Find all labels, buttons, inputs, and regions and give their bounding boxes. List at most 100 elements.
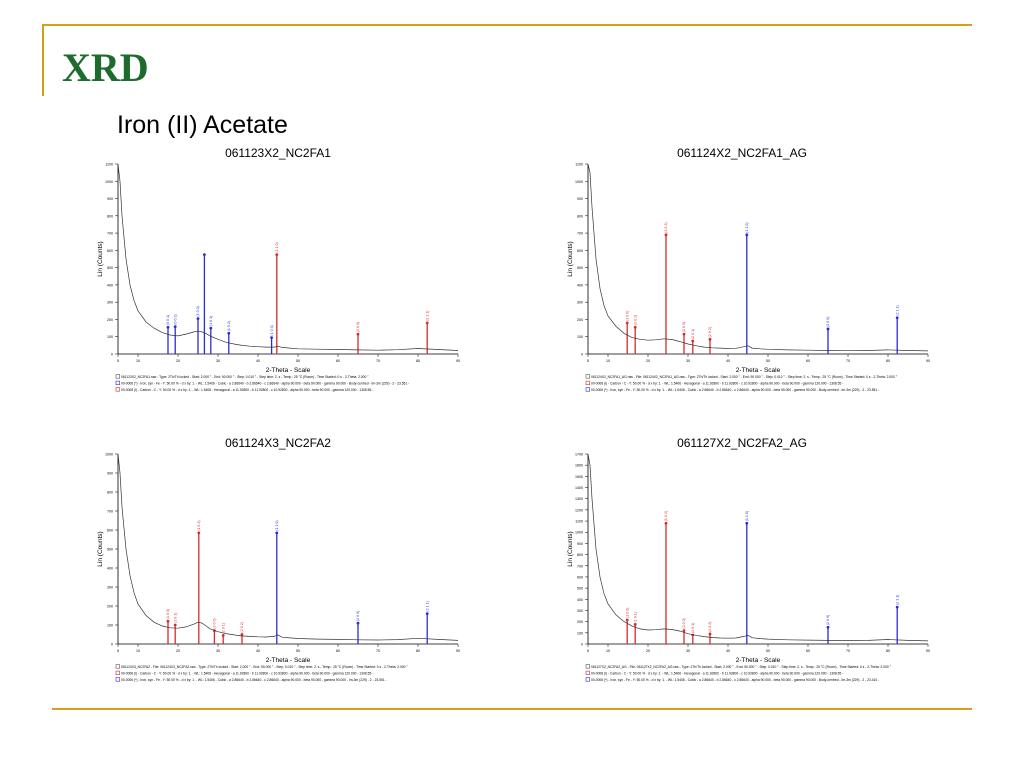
reference-peak-label: (1 0 3) xyxy=(270,325,274,335)
legend-swatch xyxy=(115,374,120,379)
y-tick-label: 800 xyxy=(107,491,113,495)
legend-entry: 00-0008 (I) - Carbon - C - Y: 50.00 % - … xyxy=(591,382,843,386)
reference-peak-label: (1 0 1) xyxy=(209,316,213,326)
legend-swatch xyxy=(115,677,120,682)
legend-swatch xyxy=(585,670,590,676)
xrd-chart-1: 0 100 200 300 400 500 600 700 800 900 1000 1100 5 10 2… xyxy=(97,163,460,393)
reference-peak-label: (1 0 1) xyxy=(633,315,637,325)
x-tick-label: 70 xyxy=(846,359,850,363)
y-tick-label: 500 xyxy=(577,266,583,270)
reference-peak-label: (0 0 1) xyxy=(166,315,170,325)
diffraction-trace xyxy=(117,163,459,351)
reference-peak-marker xyxy=(240,633,244,636)
reference-peak-marker xyxy=(708,337,712,341)
reference-peak-marker xyxy=(196,317,200,320)
y-tick-label: 500 xyxy=(577,587,583,591)
reference-peak-marker xyxy=(209,326,213,330)
x-axis-label: 2-Theta - Scale xyxy=(266,367,311,374)
y-tick-label: 100 xyxy=(577,335,583,339)
reference-peak-label: (1 0 2) xyxy=(664,511,668,521)
reference-peak-marker xyxy=(425,612,429,615)
x-tick-label: 10 xyxy=(136,359,140,363)
legend-swatch xyxy=(115,670,120,676)
y-axis-label: Lin (Counts) xyxy=(97,531,104,566)
x-tick-label: 50 xyxy=(766,649,770,653)
bottom-rule xyxy=(52,708,972,710)
reference-peak-marker xyxy=(664,521,668,525)
reference-peak-marker xyxy=(826,327,830,331)
y-tick-label: 300 xyxy=(107,301,113,305)
y-tick-label: 700 xyxy=(577,232,583,236)
reference-peak-marker xyxy=(356,621,360,625)
legend-swatch xyxy=(585,380,590,386)
reference-peak-label: (1 0 0) xyxy=(625,608,629,618)
y-tick-label: 1400 xyxy=(575,486,583,490)
y-tick-label: 600 xyxy=(107,249,113,253)
reference-peak-marker xyxy=(691,339,695,343)
x-axis-label: 2-Theta - Scale xyxy=(736,657,781,664)
x-tick-label: 40 xyxy=(256,649,260,653)
reference-peak-marker xyxy=(227,331,231,335)
y-tick-label: 1000 xyxy=(575,180,583,184)
y-tick-label: 800 xyxy=(577,214,583,218)
reference-peak-marker xyxy=(166,619,170,623)
reference-peak-marker xyxy=(173,623,177,627)
x-tick-label: 10 xyxy=(606,649,610,653)
y-tick-label: 200 xyxy=(107,605,113,609)
reference-peak-label: (2 0 0) xyxy=(356,322,360,332)
y-tick-label: 0 xyxy=(581,353,583,357)
y-tick-label: 1600 xyxy=(575,464,583,468)
x-tick-label: 80 xyxy=(886,649,890,653)
legend-swatch xyxy=(115,380,120,386)
x-tick-label: 40 xyxy=(726,649,730,653)
legend-swatch xyxy=(585,374,590,379)
x-tick-label: 90 xyxy=(456,359,460,363)
reference-peak-label: (2 0 0) xyxy=(356,611,360,621)
reference-peak-marker xyxy=(625,321,629,325)
x-tick-label: 80 xyxy=(416,359,420,363)
reference-peak-marker xyxy=(745,233,749,237)
reference-peak-label: (2 0 0) xyxy=(682,322,686,332)
x-tick-label: 20 xyxy=(176,359,180,363)
reference-peak-marker xyxy=(425,321,429,325)
y-tick-label: 200 xyxy=(577,318,583,322)
reference-peak-label: (1 1 0) xyxy=(275,242,279,252)
reference-peak-label: (2 1 1) xyxy=(425,601,429,611)
reference-peak-marker xyxy=(275,253,279,257)
x-tick-label: 70 xyxy=(376,649,380,653)
y-tick-label: 0 xyxy=(581,643,583,647)
x-tick-label: 30 xyxy=(216,649,220,653)
legend-entry: 061124X3_NC2FA2 - File: 061124X3_NC2FA2.… xyxy=(121,665,408,669)
reference-peak-marker xyxy=(633,325,637,329)
reference-peak-marker xyxy=(633,623,637,626)
y-tick-label: 900 xyxy=(107,472,113,476)
diffraction-trace xyxy=(587,163,929,352)
xrd-chart-4: 0 100 200 300 400 500 600 700 800 900 1000 1100 1200… xyxy=(567,453,930,683)
y-tick-label: 900 xyxy=(577,197,583,201)
reference-peak-label: (1 1 0) xyxy=(745,511,749,521)
x-tick-label: 20 xyxy=(646,649,650,653)
y-axis-label: Lin (Counts) xyxy=(567,531,574,566)
diffraction-trace xyxy=(587,453,929,642)
y-tick-label: 700 xyxy=(107,232,113,236)
x-tick-label: 10 xyxy=(136,649,140,653)
x-tick-label: 60 xyxy=(336,359,340,363)
reference-peak-marker xyxy=(356,332,360,336)
legend-swatch xyxy=(115,664,120,669)
legend-entry: 00-0008 (I) - Carbon - C - Y: 50.00 % - … xyxy=(121,672,373,676)
reference-peak-marker xyxy=(270,336,273,339)
y-tick-label: 300 xyxy=(577,301,583,305)
reference-peak-marker xyxy=(895,605,899,609)
y-tick-label: 0 xyxy=(111,353,113,357)
x-axis-label: 2-Theta - Scale xyxy=(736,367,781,374)
legend-entry: 00-0006 (*) - Iron, syn - Fe - Y: 50.00 … xyxy=(121,678,387,682)
legend-entry: 061124X2_NC2FA1_AG.raw - File: 061124X2_… xyxy=(591,375,898,379)
y-tick-label: 500 xyxy=(107,266,113,270)
y-tick-label: 100 xyxy=(577,631,583,635)
y-tick-label: 400 xyxy=(577,283,583,287)
y-axis-label: Lin (Counts) xyxy=(97,241,104,276)
x-tick-label: 70 xyxy=(846,649,850,653)
reference-peak-marker xyxy=(166,325,170,329)
y-tick-label: 900 xyxy=(107,197,113,201)
y-tick-label: 700 xyxy=(577,564,583,568)
